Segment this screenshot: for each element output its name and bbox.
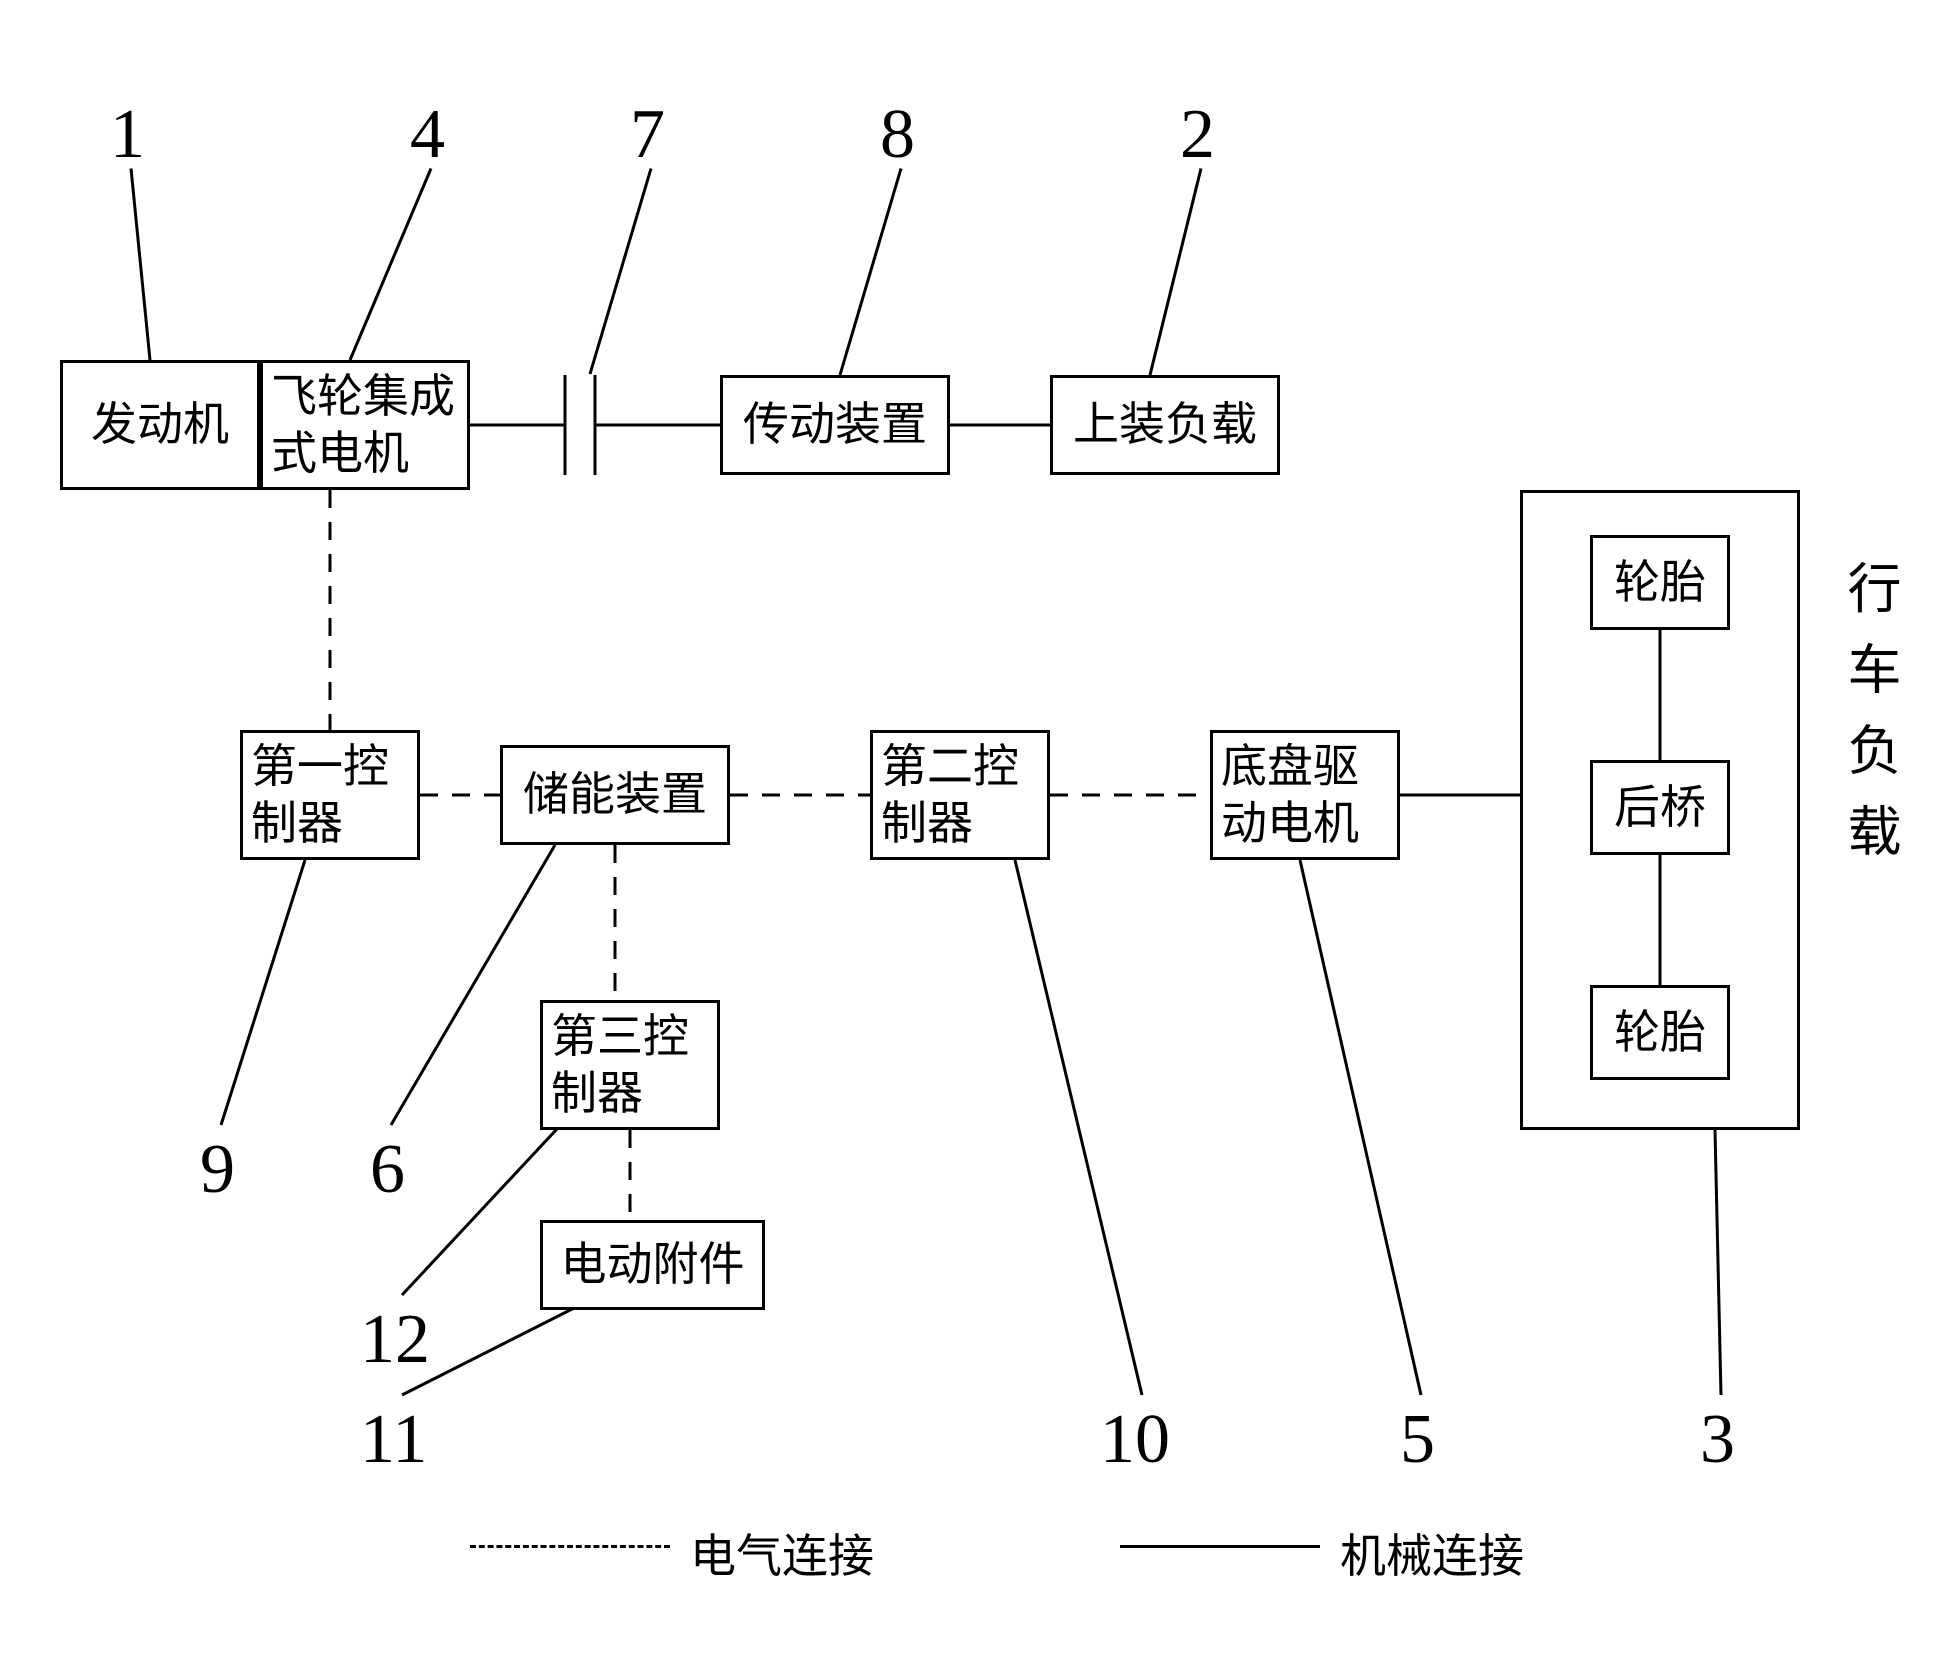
node-ctrl2: 第二控 制器 [870, 730, 1050, 860]
callout-8: 8 [880, 95, 915, 175]
node-storage: 储能装置 [500, 745, 730, 845]
callout-3: 3 [1700, 1400, 1735, 1480]
node-ctrl2-label: 第二控 制器 [881, 738, 1019, 853]
node-ctrl1: 第一控 制器 [240, 730, 420, 860]
callout-5: 5 [1400, 1400, 1435, 1480]
node-engine-label: 发动机 [91, 396, 229, 454]
callout-7: 7 [630, 95, 665, 175]
legend-solid-line [1120, 1545, 1320, 1548]
callout-10: 10 [1100, 1400, 1170, 1480]
node-topload-label: 上装负载 [1073, 396, 1257, 454]
legend-dash-line [470, 1545, 670, 1548]
node-eacc: 电动附件 [540, 1220, 765, 1310]
node-tire_bot-label: 轮胎 [1614, 1004, 1706, 1062]
node-flywheel-label: 飞轮集成 式电机 [271, 368, 455, 483]
callout-11: 11 [360, 1400, 427, 1480]
node-trans-label: 传动装置 [743, 396, 927, 454]
node-ctrl3-label: 第三控 制器 [551, 1008, 689, 1123]
callout-1: 1 [110, 95, 145, 175]
node-eacc-label: 电动附件 [561, 1236, 745, 1294]
node-tire_bot: 轮胎 [1590, 985, 1730, 1080]
callout-12: 12 [360, 1300, 430, 1380]
node-chassis: 底盘驱 动电机 [1210, 730, 1400, 860]
node-axle: 后桥 [1590, 760, 1730, 855]
node-topload: 上装负载 [1050, 375, 1280, 475]
driving-load-label: 行车负载 [1830, 560, 1909, 884]
node-ctrl3: 第三控 制器 [540, 1000, 720, 1130]
callout-4: 4 [410, 95, 445, 175]
callout-2: 2 [1180, 95, 1215, 175]
node-axle-label: 后桥 [1614, 779, 1706, 837]
node-flywheel: 飞轮集成 式电机 [260, 360, 470, 490]
legend-dash-label: 电气连接 [690, 1520, 874, 1586]
callout-9: 9 [200, 1130, 235, 1210]
legend-solid-label: 机械连接 [1340, 1520, 1524, 1586]
callout-6: 6 [370, 1130, 405, 1210]
node-storage-label: 储能装置 [523, 766, 707, 824]
node-tire_top-label: 轮胎 [1614, 554, 1706, 612]
node-chassis-label: 底盘驱 动电机 [1221, 738, 1359, 853]
node-engine: 发动机 [60, 360, 260, 490]
node-trans: 传动装置 [720, 375, 950, 475]
diagram-canvas: 发动机飞轮集成 式电机 传动装置 上装负载第一控 制器 储能装置 第二控 制器 底盘驱 动… [0, 0, 1960, 1656]
node-tire_top: 轮胎 [1590, 535, 1730, 630]
node-ctrl1-label: 第一控 制器 [251, 738, 389, 853]
